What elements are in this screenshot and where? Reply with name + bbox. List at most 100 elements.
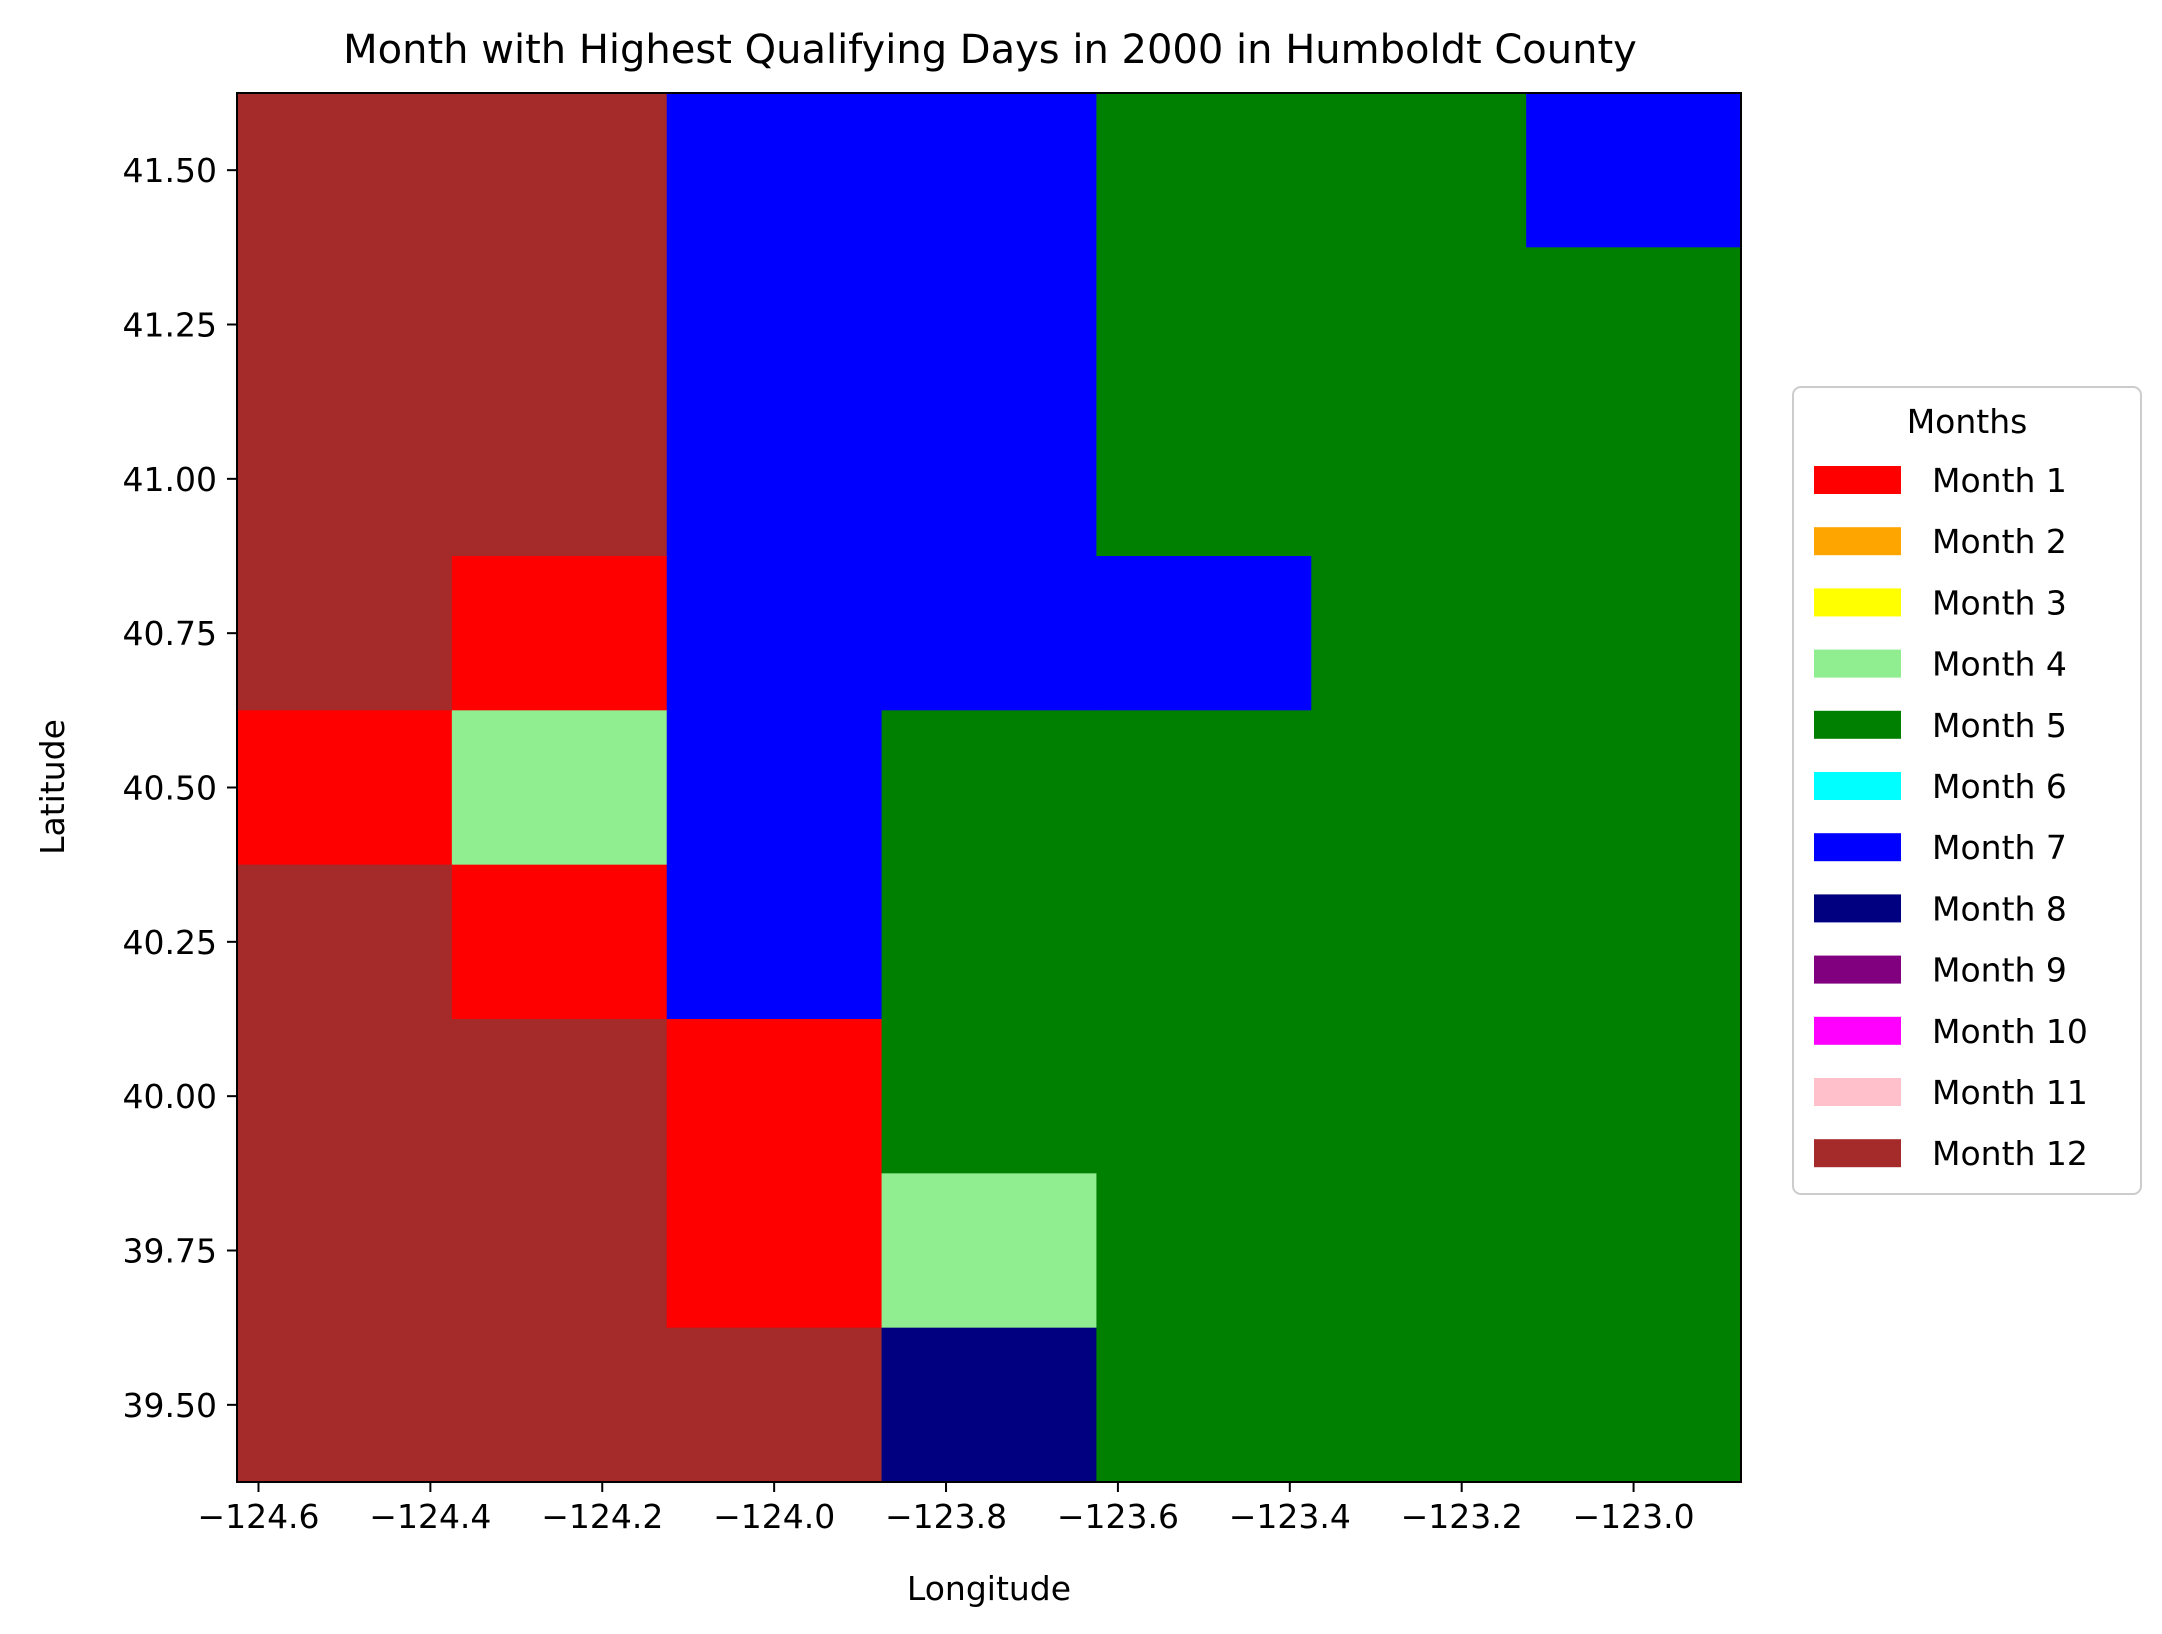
heatmap-cell	[666, 864, 883, 1020]
legend-swatch	[1814, 710, 1901, 739]
heatmap-cell	[881, 401, 1098, 557]
legend-swatch	[1814, 772, 1901, 800]
legend-label: Month 9	[1932, 951, 2067, 990]
heatmap-cell	[1311, 247, 1527, 403]
legend-label: Month 12	[1932, 1134, 2088, 1173]
x-tick-label: −124.2	[541, 1497, 663, 1536]
heatmap-cell	[1311, 93, 1527, 248]
y-tick-label: 41.50	[123, 151, 217, 190]
legend-swatch	[1814, 588, 1901, 617]
legend-label: Month 4	[1932, 645, 2067, 684]
heatmap-cell	[1096, 710, 1312, 866]
legend-swatch	[1814, 955, 1901, 984]
heatmap-cell	[666, 1019, 883, 1174]
heatmap-cell	[881, 93, 1098, 248]
heatmap-cell	[1526, 1327, 1742, 1483]
legend-swatch	[1814, 466, 1901, 494]
heatmap-cell	[1526, 93, 1742, 248]
heatmap-cell	[1311, 1019, 1527, 1174]
heatmap-cell	[1526, 247, 1742, 403]
heatmap-cell	[666, 247, 883, 403]
legend-items: Month 1 Month 2 Month 3 Month 4 Month 5 Month…	[1814, 461, 2088, 1173]
heatmap-cell	[1096, 1327, 1312, 1483]
heatmap-cell	[237, 1327, 453, 1483]
legend-label: Month 5	[1932, 706, 2067, 745]
heatmap-cell	[1526, 401, 1742, 557]
y-tick-label: 41.00	[123, 460, 217, 499]
heatmap-cell	[881, 1019, 1098, 1174]
heatmap-cell	[237, 864, 453, 1020]
heatmap-cell	[666, 710, 883, 866]
y-tick-label: 39.50	[123, 1386, 217, 1425]
y-tick-label: 40.00	[123, 1077, 217, 1116]
x-tick-label: −123.8	[885, 1497, 1007, 1536]
heatmap-cell	[451, 710, 668, 866]
heatmap-cell	[451, 93, 668, 248]
heatmap-cell	[451, 1173, 668, 1329]
heatmap-cell	[881, 1327, 1098, 1483]
legend-label: Month 1	[1932, 461, 2067, 500]
x-tick-label: −124.6	[197, 1497, 319, 1536]
heatmap-cell	[451, 1327, 668, 1483]
heatmap-cell	[1096, 247, 1312, 403]
legend-label: Month 8	[1932, 889, 2067, 928]
heatmap-cell	[237, 710, 453, 866]
legend-swatch	[1814, 649, 1901, 678]
y-tick-label: 40.50	[123, 769, 217, 808]
heatmap-cell	[451, 1019, 668, 1174]
heatmap-cell	[1096, 1019, 1312, 1174]
legend-swatch	[1814, 1016, 1901, 1045]
heatmap-cell	[1096, 556, 1312, 711]
heatmap-cell	[237, 1019, 453, 1174]
heatmap-cell	[1311, 401, 1527, 557]
legend-label: Month 11	[1932, 1073, 2088, 1112]
heatmap-cell	[237, 556, 453, 711]
heatmap-cell	[451, 864, 668, 1020]
heatmap-cell	[666, 93, 883, 248]
heatmap-cell	[1096, 93, 1312, 248]
heatmap-cell	[881, 710, 1098, 866]
y-axis-ticks: 39.50 39.75 40.00 40.25 40.50 40.75 41.00 41.25…	[123, 151, 237, 1425]
legend-swatch	[1814, 527, 1901, 556]
heatmap-cell	[1526, 1173, 1742, 1329]
x-axis-ticks: −124.6 −124.4 −124.2 −124.0 −123.8 −123.6 −123…	[197, 1482, 1695, 1536]
legend-label: Month 2	[1932, 522, 2067, 561]
heatmap-cells	[237, 93, 1742, 1483]
legend-label: Month 6	[1932, 767, 2067, 806]
heatmap-cell	[451, 247, 668, 403]
heatmap-cell	[666, 1173, 883, 1329]
heatmap-cell	[881, 556, 1098, 711]
heatmap-cell	[666, 401, 883, 557]
heatmap-cell	[1096, 864, 1312, 1020]
heatmap-cell	[237, 1173, 453, 1329]
heatmap-cell	[451, 556, 668, 711]
legend-label: Month 3	[1932, 583, 2067, 622]
heatmap-cell	[237, 401, 453, 557]
legend-label: Month 10	[1932, 1012, 2088, 1051]
heatmap-cell	[1526, 710, 1742, 866]
x-tick-label: −123.6	[1057, 1497, 1179, 1536]
heatmap-cell	[1311, 864, 1527, 1020]
heatmap-cell	[666, 556, 883, 711]
legend-label: Month 7	[1932, 828, 2067, 867]
heatmap-cell	[1311, 710, 1527, 866]
heatmap-cell	[666, 1327, 883, 1483]
chart-title: Month with Highest Qualifying Days in 20…	[343, 27, 1637, 73]
x-tick-label: −123.4	[1229, 1497, 1351, 1536]
heatmap-cell	[881, 247, 1098, 403]
x-tick-label: −123.0	[1573, 1497, 1695, 1536]
legend-swatch	[1814, 1139, 1901, 1168]
y-tick-label: 39.75	[123, 1232, 217, 1271]
x-tick-label: −124.4	[369, 1497, 491, 1536]
heatmap-cell	[1526, 864, 1742, 1020]
heatmap-cell	[881, 1173, 1098, 1329]
y-tick-label: 41.25	[123, 306, 217, 345]
y-tick-label: 40.25	[123, 923, 217, 962]
heatmap-cell	[1526, 1019, 1742, 1174]
heatmap-cell	[451, 401, 668, 557]
heatmap-cell	[1096, 401, 1312, 557]
heatmap-cell	[1311, 1327, 1527, 1483]
heatmap-cell	[237, 93, 453, 248]
